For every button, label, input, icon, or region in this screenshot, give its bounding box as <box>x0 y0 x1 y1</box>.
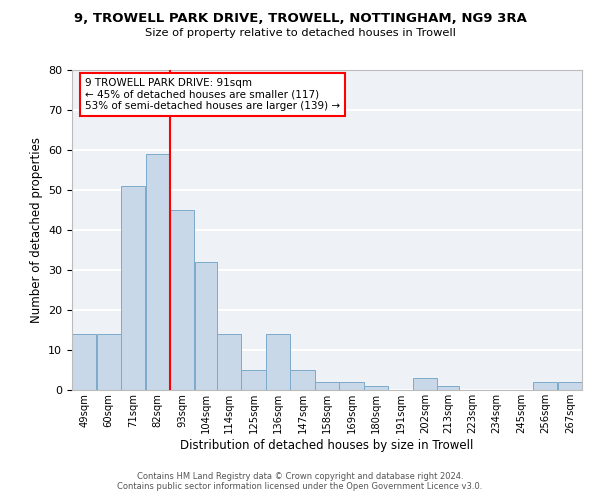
Bar <box>364 386 388 390</box>
Bar <box>97 334 121 390</box>
Bar <box>121 186 145 390</box>
Bar <box>437 386 460 390</box>
Bar <box>315 382 339 390</box>
Bar <box>290 370 314 390</box>
Text: 9 TROWELL PARK DRIVE: 91sqm
← 45% of detached houses are smaller (117)
53% of se: 9 TROWELL PARK DRIVE: 91sqm ← 45% of det… <box>85 78 340 111</box>
Bar <box>72 334 97 390</box>
Bar <box>557 382 582 390</box>
Text: Contains public sector information licensed under the Open Government Licence v3: Contains public sector information licen… <box>118 482 482 491</box>
Bar <box>146 154 170 390</box>
Text: Contains HM Land Registry data © Crown copyright and database right 2024.: Contains HM Land Registry data © Crown c… <box>137 472 463 481</box>
Bar <box>533 382 557 390</box>
Text: Size of property relative to detached houses in Trowell: Size of property relative to detached ho… <box>145 28 455 38</box>
Bar <box>170 210 194 390</box>
X-axis label: Distribution of detached houses by size in Trowell: Distribution of detached houses by size … <box>181 438 473 452</box>
Y-axis label: Number of detached properties: Number of detached properties <box>29 137 43 323</box>
Bar <box>217 334 241 390</box>
Bar <box>340 382 364 390</box>
Bar <box>241 370 266 390</box>
Text: 9, TROWELL PARK DRIVE, TROWELL, NOTTINGHAM, NG9 3RA: 9, TROWELL PARK DRIVE, TROWELL, NOTTINGH… <box>74 12 526 26</box>
Bar <box>266 334 290 390</box>
Bar <box>413 378 437 390</box>
Bar <box>194 262 217 390</box>
